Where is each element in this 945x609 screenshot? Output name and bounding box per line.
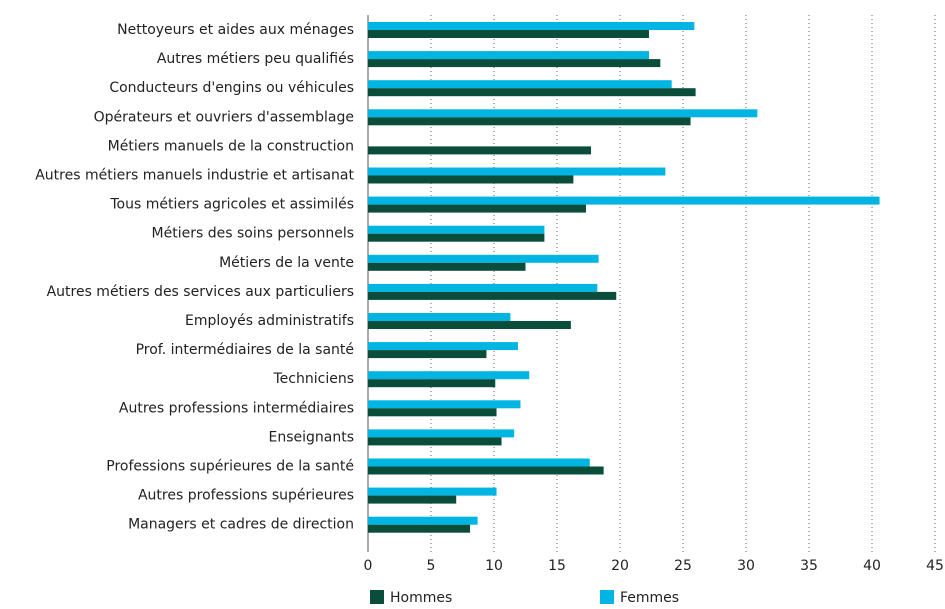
- x-tick-label: 40: [863, 558, 881, 574]
- y-tick-label: Enseignants: [268, 429, 354, 445]
- y-tick-label: Conducteurs d'engins ou véhicules: [109, 80, 354, 96]
- bar: [368, 437, 502, 446]
- x-tick-label: 25: [674, 558, 692, 574]
- bar: [368, 400, 521, 409]
- y-tick-label: Autres professions intermédiaires: [119, 400, 354, 416]
- bar: [368, 262, 526, 271]
- bar: [368, 59, 661, 68]
- bar: [368, 371, 530, 380]
- legend-swatch: [370, 590, 384, 604]
- bar: [368, 167, 666, 176]
- y-tick-label: Autres métiers peu qualifiés: [157, 51, 354, 67]
- x-tick-label: 45: [926, 558, 944, 574]
- y-tick-label: Métiers de la vente: [219, 255, 354, 271]
- bar: [368, 516, 478, 525]
- y-tick-label: Tous métiers agricoles et assimilés: [109, 197, 354, 213]
- bar: [368, 117, 691, 126]
- bar: [368, 30, 649, 38]
- bar: [368, 283, 598, 292]
- y-tick-label: Opérateurs et ouvriers d'assemblage: [94, 109, 354, 125]
- y-tick-label: Autres professions supérieures: [138, 488, 354, 504]
- bar: [368, 379, 496, 388]
- bar: [368, 524, 471, 533]
- bar: [368, 225, 545, 234]
- bar: [368, 196, 880, 205]
- legend-label: Femmes: [620, 590, 679, 605]
- y-tick-label: Techniciens: [273, 371, 355, 387]
- x-tick-label: 20: [611, 558, 629, 574]
- bar: [368, 88, 696, 97]
- bar: [368, 51, 649, 60]
- y-tick-label: Prof. intermédiaires de la santé: [136, 342, 354, 358]
- bar: [368, 146, 592, 155]
- bar: [368, 233, 545, 242]
- x-tick-label: 15: [548, 558, 566, 574]
- bar: [368, 350, 487, 359]
- x-tick-label: 0: [364, 558, 373, 574]
- bar: [368, 408, 497, 417]
- y-tick-label: Nettoyeurs et aides aux ménages: [117, 22, 354, 38]
- bar: [368, 22, 695, 30]
- bar: [368, 109, 758, 118]
- bar: [368, 80, 672, 89]
- legend-label: Hommes: [390, 590, 452, 605]
- y-tick-label: Professions supérieures de la santé: [106, 459, 354, 475]
- bar: [368, 487, 497, 496]
- bar: [368, 458, 590, 467]
- x-tick-label: 10: [485, 558, 503, 574]
- y-tick-label: Managers et cadres de direction: [128, 517, 354, 533]
- legend-swatch: [600, 590, 614, 604]
- bar: [368, 321, 571, 329]
- x-tick-label: 30: [737, 558, 755, 574]
- y-tick-label: Employés administratifs: [185, 313, 354, 329]
- bar: [368, 291, 617, 300]
- y-tick-label: Autres métiers des services aux particul…: [47, 284, 354, 300]
- bar: [368, 313, 511, 321]
- bar: [368, 254, 599, 263]
- bar: [368, 204, 586, 213]
- bar: [368, 175, 574, 184]
- bar: [368, 466, 604, 475]
- y-tick-label: Métiers des soins personnels: [152, 226, 354, 242]
- bar: [368, 429, 515, 438]
- x-tick-label: 5: [427, 558, 436, 574]
- x-tick-label: 35: [800, 558, 818, 574]
- bar: [368, 495, 457, 504]
- y-tick-label: Métiers manuels de la construction: [108, 138, 354, 154]
- y-tick-label: Autres métiers manuels industrie et arti…: [35, 168, 354, 184]
- bar: [368, 342, 518, 351]
